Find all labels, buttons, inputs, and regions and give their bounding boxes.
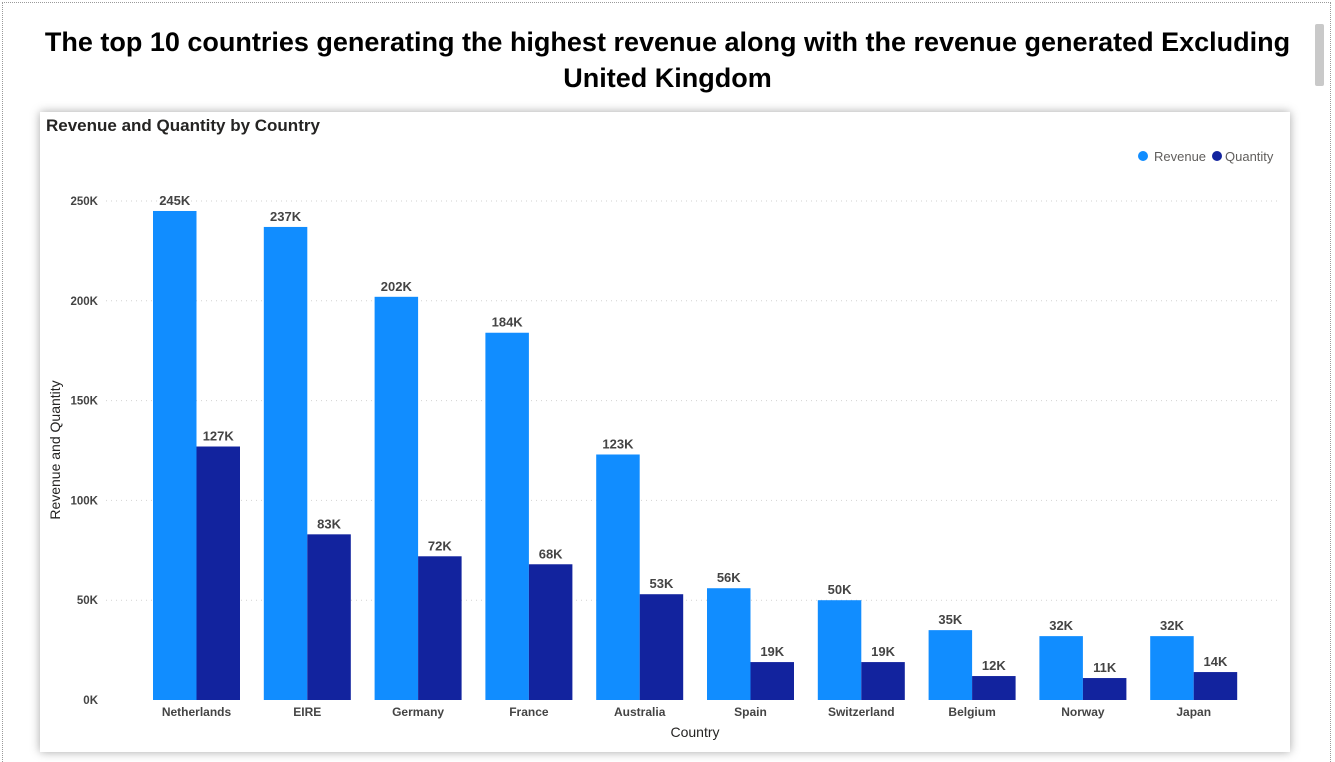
x-tick-label: Switzerland: [828, 705, 895, 719]
legend-label-quantity[interactable]: Quantity: [1225, 149, 1274, 164]
page-title: The top 10 countries generating the high…: [44, 27, 1291, 93]
data-label-quantity: 19K: [871, 644, 895, 659]
bar-quantity-belgium[interactable]: [972, 676, 1016, 700]
data-label-quantity: 11K: [1093, 660, 1117, 675]
bar-chart-svg: Revenue and Quantity by Country Revenue …: [46, 116, 1280, 740]
data-label-revenue: 50K: [828, 582, 852, 597]
data-label-revenue: 237K: [270, 209, 302, 224]
bar-quantity-germany[interactable]: [418, 556, 462, 700]
chart-title: Revenue and Quantity by Country: [46, 116, 320, 135]
legend-marker-quantity: [1212, 151, 1222, 161]
legend-label-revenue[interactable]: Revenue: [1154, 149, 1206, 164]
y-tick-label: 200K: [71, 296, 99, 308]
data-label-quantity: 83K: [317, 516, 341, 531]
bar-quantity-spain[interactable]: [750, 662, 795, 700]
bar-revenue-belgium[interactable]: [928, 630, 973, 700]
y-axis-title: Revenue and Quantity: [47, 380, 63, 519]
data-label-revenue: 202K: [381, 279, 413, 294]
bar-revenue-australia[interactable]: [596, 454, 640, 700]
bar-revenue-spain[interactable]: [707, 588, 751, 700]
x-tick-label: Belgium: [948, 705, 995, 719]
bar-revenue-switzerland[interactable]: [817, 600, 862, 700]
data-label-revenue: 184K: [492, 315, 524, 330]
bar-revenue-netherlands[interactable]: [153, 210, 197, 700]
chart-visual[interactable]: Revenue and Quantity by Country Revenue …: [40, 112, 1290, 752]
x-tick-label: Norway: [1061, 705, 1105, 719]
data-label-quantity: 68K: [539, 546, 563, 561]
y-tick-label: 0K: [83, 695, 98, 707]
bar-quantity-switzerland[interactable]: [861, 662, 905, 700]
data-labels: 245K 127K 237K 83K 202K 72K 184K 68K 123K 53K 56K 1…: [159, 193, 1228, 675]
x-tick-label: Netherlands: [162, 705, 232, 719]
bars-group: [153, 210, 1238, 700]
bar-revenue-norway[interactable]: [1039, 636, 1083, 700]
y-tick-label: 100K: [71, 495, 99, 507]
bar-quantity-france[interactable]: [528, 564, 573, 700]
x-tick-label: Japan: [1176, 705, 1211, 719]
legend-marker-revenue: [1138, 151, 1148, 161]
x-tick-label: Germany: [392, 705, 444, 719]
bar-quantity-norway[interactable]: [1082, 678, 1127, 700]
x-axis-ticks: Netherlands EIRE Germany France Australia Spa…: [162, 705, 1211, 719]
bar-revenue-eire[interactable]: [263, 226, 308, 700]
chart-legend[interactable]: Revenue Quantity: [1138, 149, 1274, 164]
bar-quantity-netherlands[interactable]: [196, 446, 241, 700]
x-tick-label: Australia: [614, 705, 666, 719]
data-label-quantity: 14K: [1204, 654, 1228, 669]
data-label-revenue: 123K: [602, 436, 634, 451]
x-tick-label: France: [509, 705, 549, 719]
bar-quantity-japan[interactable]: [1193, 672, 1238, 700]
x-axis-title: Country: [670, 724, 719, 740]
data-label-revenue: 32K: [1160, 618, 1184, 633]
bar-quantity-australia[interactable]: [639, 594, 684, 700]
data-label-revenue: 245K: [159, 193, 191, 208]
bar-revenue-france[interactable]: [485, 332, 529, 700]
x-tick-label: EIRE: [293, 705, 321, 719]
y-tick-label: 250K: [71, 196, 99, 208]
data-label-quantity: 19K: [760, 644, 784, 659]
scrollbar-thumb[interactable]: [1315, 24, 1324, 86]
y-tick-label: 150K: [71, 396, 99, 408]
y-tick-label: 50K: [77, 595, 99, 607]
data-label-revenue: 35K: [938, 612, 962, 627]
x-tick-label: Spain: [734, 705, 767, 719]
data-label-quantity: 53K: [650, 576, 674, 591]
data-label-quantity: 127K: [203, 429, 235, 444]
data-label-revenue: 32K: [1049, 618, 1073, 633]
bar-revenue-germany[interactable]: [374, 296, 419, 700]
bar-quantity-eire[interactable]: [307, 534, 351, 700]
data-label-revenue: 56K: [717, 570, 741, 585]
vertical-scrollbar[interactable]: [1312, 14, 1328, 745]
data-label-quantity: 72K: [428, 538, 452, 553]
data-label-quantity: 12K: [982, 658, 1006, 673]
bar-revenue-japan[interactable]: [1150, 636, 1194, 700]
y-axis-ticks: 0K 50K 100K 150K 200K 250K: [71, 196, 99, 707]
